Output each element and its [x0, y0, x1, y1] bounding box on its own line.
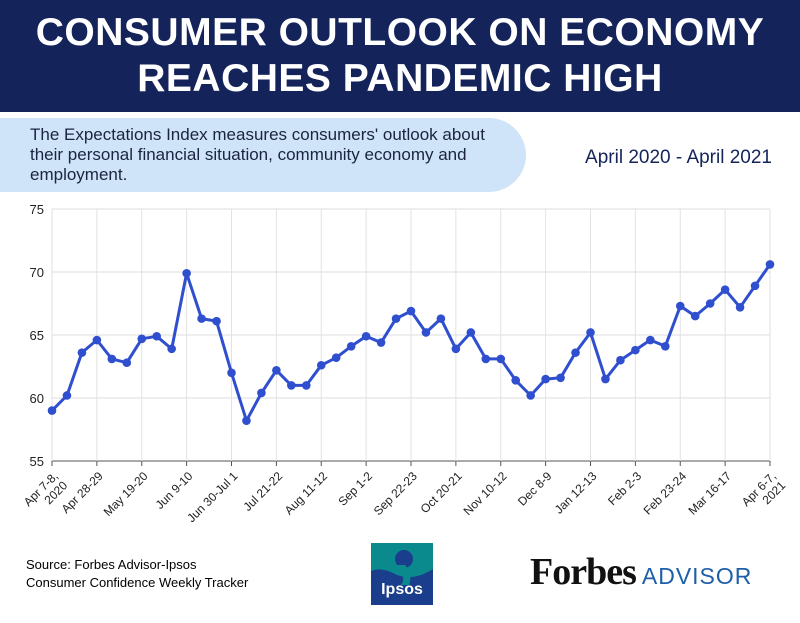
forbes-wordmark: Forbes [530, 551, 637, 593]
x-tick-label-part: Aug 11-12 [282, 469, 331, 518]
y-tick-label: 60 [30, 391, 44, 406]
y-tick-label: 70 [30, 265, 44, 280]
x-tick-label: Feb 2-3 [605, 469, 644, 508]
page-title-line-2: REACHES PANDEMIC HIGH [137, 57, 663, 100]
advisor-wordmark: ADVISOR [641, 563, 753, 589]
x-tick-label: Dec 8-9 [515, 469, 555, 509]
x-tick-label: Sep 22-23 [371, 469, 420, 518]
data-point [152, 331, 162, 341]
data-point [331, 353, 341, 362]
y-tick-label: 55 [30, 454, 44, 469]
callout-text: The Expectations Index measures consumer… [30, 125, 485, 184]
x-tick-label-part: Dec 8-9 [515, 469, 555, 509]
data-point [616, 355, 625, 365]
data-point [526, 391, 535, 400]
x-tick-label: Apr 6-7,2021 [739, 469, 789, 519]
x-tick-label-part: Sep 1-2 [335, 469, 375, 509]
data-point [107, 354, 117, 364]
data-point [660, 342, 670, 351]
x-tick-label-part: Feb 23-24 [641, 469, 690, 518]
source-line-2: Consumer Confidence Weekly Tracker [26, 575, 249, 590]
source-note: Source: Forbes Advisor-Ipsos Consumer Co… [26, 556, 248, 592]
x-tick-label: May 19-20 [101, 469, 151, 519]
description-callout: The Expectations Index measures consumer… [0, 118, 526, 192]
data-point [481, 354, 491, 364]
date-range-label: April 2020 - April 2021 [585, 147, 772, 168]
data-point [421, 328, 431, 337]
data-point [257, 388, 266, 398]
x-tick-label: Mar 16-17 [685, 469, 734, 518]
x-tick-label-part: Sep 22-23 [371, 469, 420, 518]
y-tick-label: 75 [30, 202, 44, 217]
data-point [735, 302, 745, 312]
data-point [212, 316, 221, 326]
ipsos-logo-text: Ipsos [381, 581, 423, 598]
data-point [601, 374, 610, 384]
data-point [451, 344, 461, 354]
data-point [391, 314, 401, 323]
title-banner: CONSUMER OUTLOOK ON ECONOMY REACHES PAND… [0, 0, 800, 112]
x-tick-label: Jan 12-13 [552, 469, 600, 517]
data-point [77, 348, 87, 357]
data-point [571, 348, 580, 357]
data-point [287, 381, 296, 390]
x-tick-label-part: Jul 21-22 [240, 469, 285, 514]
data-point [750, 281, 760, 291]
data-point [705, 299, 715, 308]
data-point [406, 306, 416, 316]
data-point [137, 334, 147, 344]
x-tick-label-part: Jun 9-10 [153, 469, 196, 512]
data-point [690, 311, 700, 321]
x-tick-label: Jun 9-10 [153, 469, 196, 512]
data-point [47, 406, 57, 415]
x-tick-label-part: Oct 20-21 [418, 469, 465, 516]
x-tick-label: Feb 23-24 [641, 469, 690, 518]
x-tick-label-part: Nov 10-12 [461, 469, 510, 518]
x-tick-label-part: Mar 16-17 [685, 469, 734, 518]
x-tick-label: Sep 1-2 [335, 469, 375, 509]
x-tick-label: Aug 11-12 [282, 469, 331, 518]
data-point [122, 358, 132, 368]
data-point [436, 314, 446, 323]
data-point [541, 374, 550, 384]
x-tick-label: Nov 10-12 [461, 469, 510, 518]
data-point [765, 260, 775, 269]
data-point [675, 301, 685, 311]
data-point [197, 314, 206, 323]
data-point [182, 268, 191, 278]
data-point [316, 360, 326, 370]
source-line-1: Source: Forbes Advisor-Ipsos [26, 557, 197, 572]
data-point [466, 328, 476, 337]
x-tick-label-part: Jan 12-13 [552, 469, 600, 517]
data-point [167, 344, 176, 354]
data-point [556, 373, 565, 383]
data-point [361, 331, 371, 341]
data-point [646, 335, 655, 345]
data-point [511, 376, 521, 385]
data-point [720, 285, 730, 294]
x-tick-label: Oct 20-21 [418, 469, 465, 516]
x-tick-label-part: May 19-20 [101, 469, 151, 519]
data-point [631, 345, 640, 355]
forbes-advisor-logo: Forbes ADVISOR [530, 550, 753, 593]
data-point [586, 328, 595, 337]
ipsos-logo: Ipsos [371, 543, 433, 605]
data-point [376, 338, 386, 347]
data-point [242, 416, 251, 425]
data-point [301, 381, 311, 390]
data-point [346, 342, 356, 351]
data-point [92, 335, 102, 345]
page-title-line-1: CONSUMER OUTLOOK ON ECONOMY [35, 11, 765, 54]
data-point [272, 365, 281, 375]
data-point [227, 368, 236, 378]
x-tick-label: Jul 21-22 [240, 469, 285, 514]
data-point [496, 354, 506, 364]
data-point [62, 391, 72, 400]
x-tick-label-part: Feb 2-3 [605, 469, 644, 508]
y-tick-label: 65 [30, 328, 44, 343]
